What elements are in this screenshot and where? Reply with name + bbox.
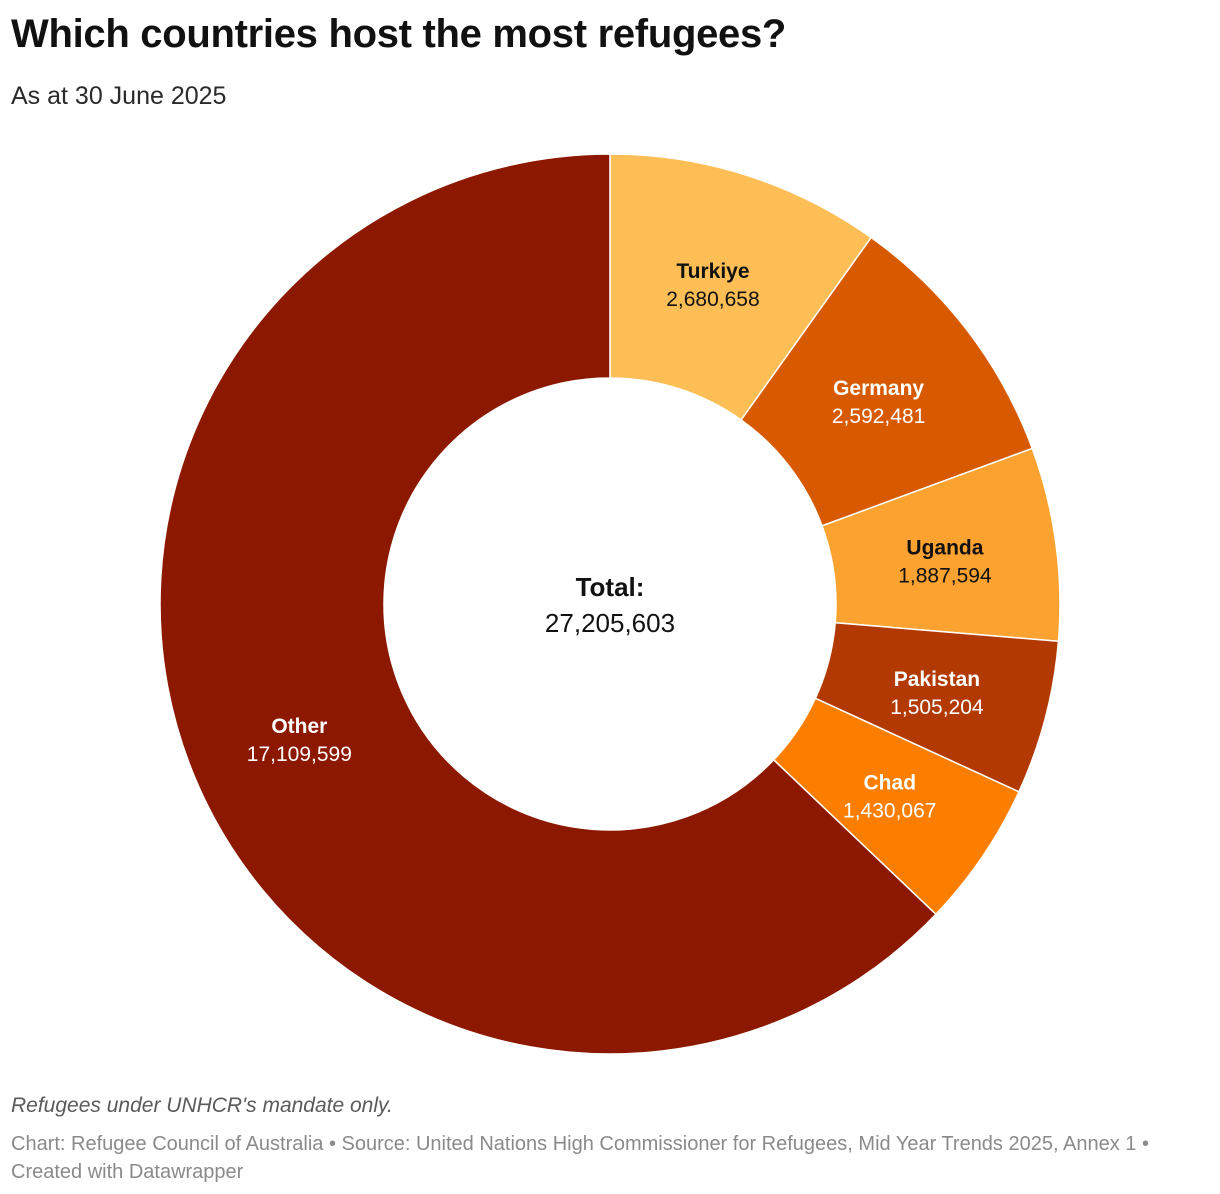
- slice-value-chad: 1,430,067: [843, 800, 936, 823]
- chart-title: Which countries host the most refugees?: [11, 12, 787, 56]
- slice-label-other: Other: [271, 715, 327, 738]
- chart-subtitle: As at 30 June 2025: [11, 82, 227, 110]
- slice-germany: [740, 236, 1034, 527]
- slice-other: [159, 153, 937, 1055]
- center-total-value: 27,205,603: [545, 608, 675, 638]
- slice-label-turkiye: Turkiye: [676, 260, 749, 283]
- slice-value-uganda: 1,887,594: [898, 565, 992, 588]
- chart-footer: Chart: Refugee Council of Australia • So…: [11, 1133, 1149, 1183]
- slice-value-pakistan: 1,505,204: [890, 696, 984, 719]
- chart-note: Refugees under UNHCR's mandate only.: [11, 1094, 393, 1117]
- slice-label-uganda: Uganda: [906, 537, 983, 560]
- slice-label-germany: Germany: [833, 377, 924, 400]
- slice-value-germany: 2,592,481: [832, 405, 925, 428]
- slice-value-other: 17,109,599: [247, 743, 352, 766]
- center-total-label: Total:: [576, 572, 645, 602]
- slice-label-chad: Chad: [864, 772, 917, 795]
- slice-label-pakistan: Pakistan: [894, 668, 980, 691]
- slice-value-turkiye: 2,680,658: [666, 288, 759, 311]
